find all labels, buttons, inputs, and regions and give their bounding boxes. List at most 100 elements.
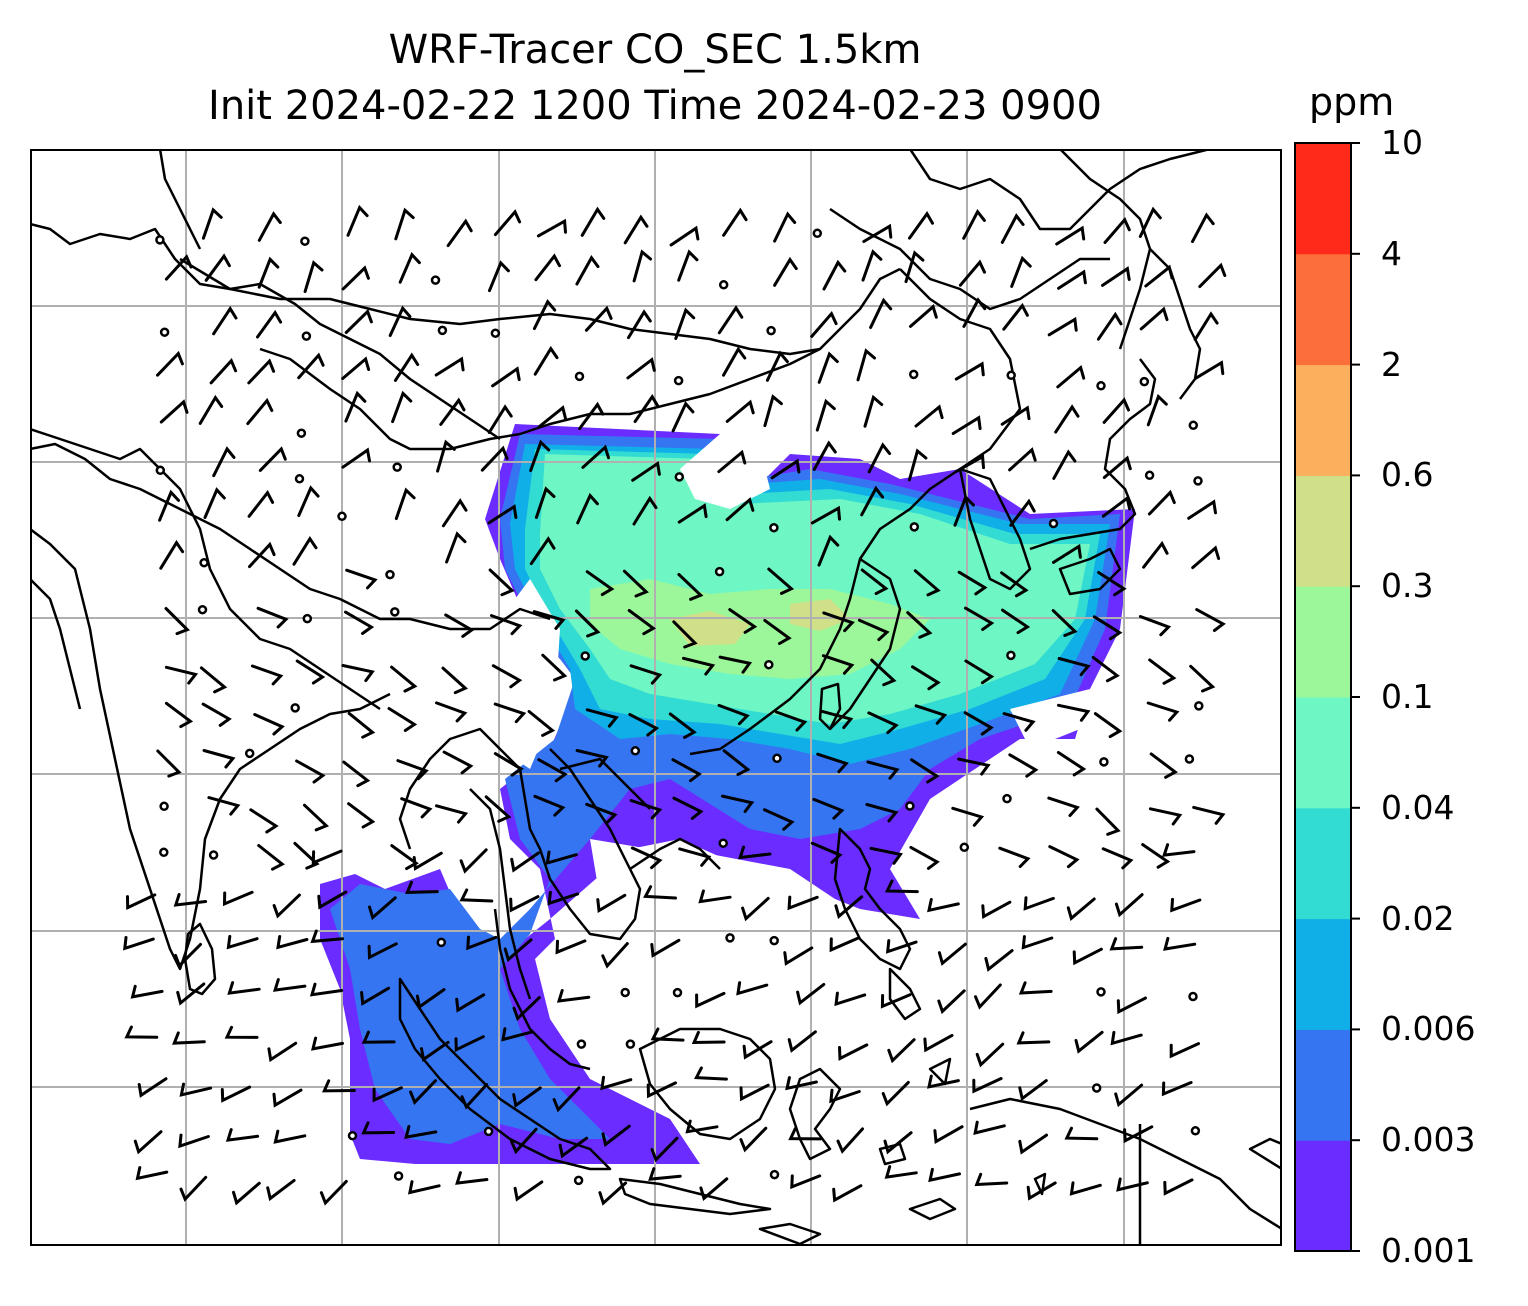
wind-barb <box>834 895 864 919</box>
wind-barb <box>311 849 343 865</box>
wind-barb <box>1023 896 1055 911</box>
wind-barb <box>436 439 456 473</box>
wind-barb <box>1148 658 1177 685</box>
wind-barb <box>933 1125 964 1144</box>
wind-barb <box>964 659 995 685</box>
wind-barb <box>884 1165 918 1179</box>
wind-barb <box>1002 712 1036 732</box>
wind-barb <box>1010 255 1032 288</box>
wind-barb <box>973 1120 1006 1136</box>
wind-barb <box>1057 269 1087 290</box>
calm-wind-marker <box>908 369 919 380</box>
wind-barb <box>310 929 344 944</box>
wind-barb <box>347 711 376 739</box>
wind-barb <box>310 1036 344 1051</box>
calm-wind-marker <box>1188 420 1199 431</box>
wind-barb <box>822 259 847 291</box>
calm-wind-markers <box>155 228 1204 1186</box>
wind-barb <box>1016 1031 1051 1045</box>
wind-barb <box>578 401 605 431</box>
colorbar-tick-label: 0.02 <box>1381 898 1455 938</box>
calm-wind-marker <box>718 280 729 290</box>
calm-wind-marker <box>155 465 166 476</box>
wind-barb <box>600 1075 633 1091</box>
wind-barb <box>460 1083 489 1110</box>
wind-barb <box>964 606 995 631</box>
wind-barb <box>1000 213 1025 244</box>
calm-wind-marker <box>1096 381 1106 391</box>
wind-barb <box>1170 897 1202 913</box>
wind-barb <box>1163 1178 1194 1196</box>
wind-barb <box>1187 499 1217 520</box>
wind-barb <box>863 394 884 428</box>
wind-barb <box>812 797 845 820</box>
wind-barb <box>1047 796 1080 817</box>
wind-barb <box>580 206 606 237</box>
wind-barb <box>510 851 540 873</box>
wind-barb <box>1097 571 1127 597</box>
wind-barb <box>1123 1125 1154 1144</box>
wind-barb <box>388 305 412 337</box>
wind-barb <box>869 297 893 329</box>
calm-wind-marker <box>620 987 630 998</box>
wind-barb <box>164 701 194 729</box>
wind-barb <box>832 1184 863 1203</box>
calm-wind-marker <box>1006 370 1016 381</box>
colorbar-band <box>1295 143 1351 255</box>
wind-barb <box>909 304 938 328</box>
wind-barb <box>953 494 975 527</box>
wind-barb <box>317 890 348 910</box>
wind-barb <box>763 394 783 428</box>
wind-barb <box>558 1136 589 1159</box>
wind-barb <box>650 1136 679 1163</box>
wind-barb <box>227 981 261 995</box>
wind-barb <box>1163 936 1197 951</box>
wind-barb <box>1008 447 1037 472</box>
tracer-gap <box>710 854 850 929</box>
wind-barb <box>1057 703 1091 722</box>
wind-barb <box>954 361 985 381</box>
wind-barb <box>787 1030 817 1053</box>
calm-wind-marker <box>294 474 305 484</box>
wind-barb <box>646 1081 677 1099</box>
wind-barb <box>626 357 656 380</box>
calm-wind-marker <box>574 371 585 382</box>
wind-barb <box>796 982 826 1006</box>
wind-barb <box>1191 545 1221 570</box>
wind-barb <box>695 991 726 1009</box>
wind-barb <box>630 846 663 870</box>
wind-barb <box>1138 615 1172 637</box>
wind-barb <box>958 259 986 287</box>
wind-barb <box>1101 495 1132 518</box>
wind-barb <box>812 440 837 471</box>
wind-barb <box>909 845 940 870</box>
wind-barb <box>491 664 523 689</box>
wind-barb <box>513 1180 544 1202</box>
wind-barb <box>694 1066 728 1081</box>
wind-barb <box>829 936 861 953</box>
wind-barb <box>1018 981 1053 995</box>
wind-barb <box>763 618 792 645</box>
calm-wind-marker <box>199 557 209 568</box>
wind-barb <box>361 1121 396 1135</box>
wind-barb <box>201 702 232 727</box>
wind-barb <box>738 845 772 860</box>
wind-barb <box>904 250 925 284</box>
wind-barb <box>487 504 518 525</box>
calm-wind-marker <box>1006 650 1016 661</box>
wind-barb <box>459 848 488 874</box>
calm-wind-marker <box>1188 991 1198 1002</box>
wind-barb <box>1144 264 1174 288</box>
wind-barb <box>512 996 541 1022</box>
wind-barb <box>1147 489 1176 516</box>
wind-barb <box>533 345 559 376</box>
calm-wind-marker <box>208 850 219 860</box>
wind-barb <box>1146 393 1168 427</box>
wind-barb <box>699 1177 729 1202</box>
colorbar-tick-label: 0.1 <box>1381 677 1434 716</box>
wind-barb <box>906 611 933 639</box>
wind-barb <box>1093 712 1123 739</box>
wind-barb <box>202 749 236 769</box>
wind-barb <box>628 713 660 737</box>
wind-barb <box>962 297 987 328</box>
